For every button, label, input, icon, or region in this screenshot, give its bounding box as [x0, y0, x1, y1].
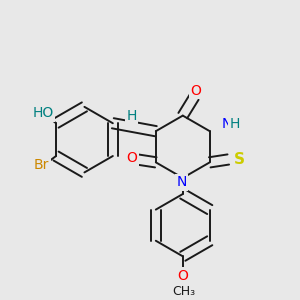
Text: H: H — [230, 117, 240, 131]
Text: Br: Br — [34, 158, 50, 172]
Text: O: O — [190, 84, 201, 98]
Text: N: N — [176, 175, 187, 189]
Text: S: S — [234, 152, 245, 167]
Text: O: O — [177, 269, 188, 283]
Text: H: H — [126, 110, 137, 123]
Text: HO: HO — [33, 106, 54, 120]
Text: O: O — [127, 151, 138, 165]
Text: N: N — [222, 117, 232, 131]
Text: CH₃: CH₃ — [173, 285, 196, 298]
